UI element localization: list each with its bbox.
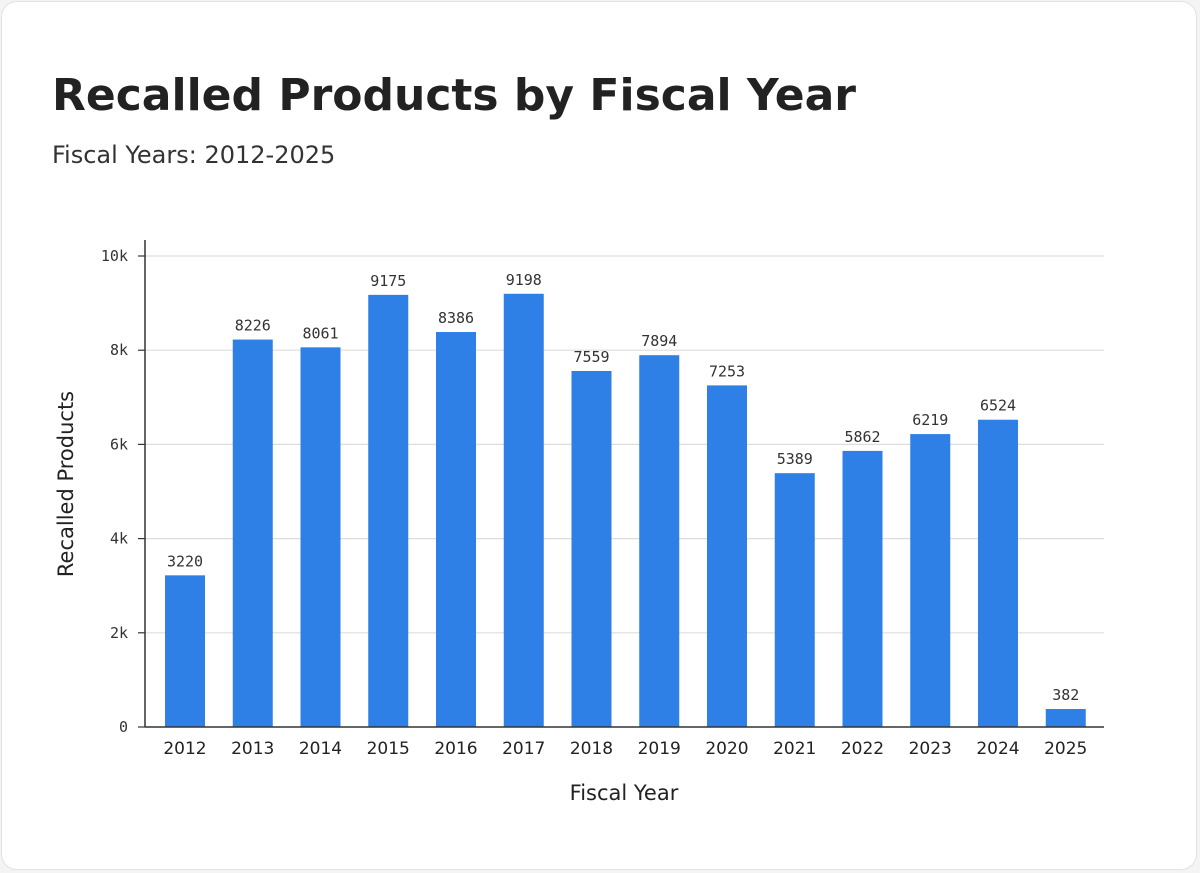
data-label: 9198 [506,271,542,289]
bar [639,355,680,727]
data-label: 8226 [235,317,271,335]
y-tick-label: 0 [119,718,128,736]
data-label: 7559 [573,348,609,366]
x-tick-label: 2025 [1044,739,1087,759]
bar [774,473,815,727]
data-label: 8061 [302,324,338,342]
x-tick-label: 2021 [773,739,816,759]
x-tick-label: 2020 [705,739,748,759]
x-axis-label: Fiscal Year [570,781,679,805]
data-labels: 3220 8226 8061 9175 8386 9198 7559 7894 7253 5389… [167,271,1079,704]
x-tick-label: 2024 [976,739,1019,759]
bar [978,419,1018,727]
data-label: 8386 [438,309,474,327]
bars [165,293,1086,727]
data-label: 7894 [641,332,677,350]
y-tick-label: 8k [110,341,128,359]
x-tick-label: 2017 [502,739,545,759]
data-label: 3220 [167,552,203,570]
y-ticks: 0 2k 4k 6k 8k 10k [101,247,128,736]
bar [300,347,341,727]
data-label: 6219 [912,411,948,429]
y-axis-label: Recalled Products [54,391,78,577]
x-tick-label: 2012 [163,739,206,759]
x-tick-label: 2023 [909,739,952,759]
bar [232,339,273,727]
chart-title: Recalled Products by Fiscal Year [52,70,856,121]
bar [368,294,409,727]
x-tick-label: 2019 [638,739,681,759]
data-label: 382 [1052,686,1079,704]
data-label: 5389 [777,450,813,468]
chart-subtitle: Fiscal Years: 2012-2025 [52,141,336,169]
bar [571,370,612,727]
data-label: 6524 [980,397,1016,415]
bar [436,332,476,727]
x-tick-label: 2018 [570,739,613,759]
x-tick-label: 2014 [299,739,342,759]
x-tick-label: 2022 [841,739,884,759]
data-label: 5862 [844,428,880,446]
x-tick-label: 2013 [231,739,274,759]
bar [165,575,205,727]
y-tick-label: 2k [110,624,128,642]
bar [707,385,747,727]
y-tick-label: 4k [110,530,128,548]
bar [1045,709,1086,727]
y-tick-label: 10k [101,247,128,265]
x-tick-label: 2016 [434,739,477,759]
y-tick-label: 6k [110,435,128,453]
data-label: 7253 [709,362,745,380]
data-label: 9175 [370,272,406,290]
axes [144,240,1104,728]
bar [910,434,951,727]
bar [503,293,544,727]
bar [842,450,883,727]
gridlines [138,255,1104,728]
x-ticks: 2012 2013 2014 2015 2016 2017 2018 2019 2020 2021… [163,739,1087,759]
x-tick-label: 2015 [367,739,410,759]
